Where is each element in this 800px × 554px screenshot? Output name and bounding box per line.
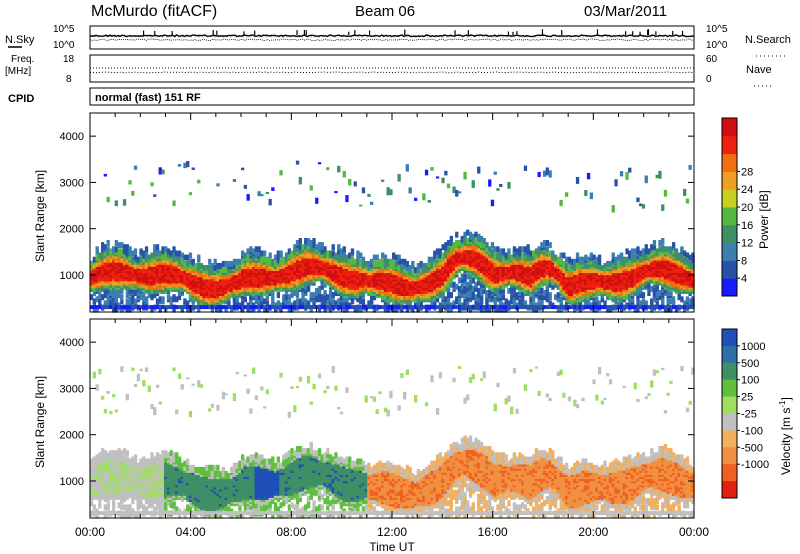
vel-axes-ytick-3: 4000 xyxy=(60,337,84,349)
power-axes-ytick-3: 4000 xyxy=(60,131,84,143)
vel-cbar-tick-6: -500 xyxy=(741,442,763,454)
vel-cbar-tick-4: -25 xyxy=(741,409,757,421)
velocity-panel: 1000 2000 3000 4000 00:00 04:00 08:00 12:00 16:0… xyxy=(33,318,793,554)
nsky-tick-top: 10^5 xyxy=(53,24,75,35)
vel-cbar-tick-2: 100 xyxy=(741,375,759,387)
velocity-heatmap xyxy=(90,366,695,519)
power-panel: 1000 2000 3000 4000 Slant Range [km] 4 8 12 16… xyxy=(33,112,771,313)
vel-axes-ytick-2: 3000 xyxy=(60,383,84,395)
velocity-colorbar-label: Velocity [m s-1] xyxy=(778,397,793,475)
nsearch-tick-bottom: 10^0 xyxy=(706,40,728,51)
x-tick-3: 12:00 xyxy=(377,525,407,539)
power-cbar-tick-6: 28 xyxy=(741,166,753,178)
power-colorbar: 4 8 12 16 20 24 28 xyxy=(721,117,753,297)
vel-cbar-tick-1: 500 xyxy=(741,358,759,370)
nave-tick-bottom: 0 xyxy=(706,74,712,85)
velocity-ylabel: Slant Range [km] xyxy=(33,376,47,468)
vel-cbar-tick-7: -1000 xyxy=(741,459,769,471)
freq-tick-bottom: 8 xyxy=(66,74,72,85)
x-tick-2: 08:00 xyxy=(276,525,306,539)
date-title: 03/Mar/2011 xyxy=(584,3,667,20)
nsky-tick-bottom: 10^0 xyxy=(53,40,75,51)
vel-cbar-tick-5: -100 xyxy=(741,425,763,437)
cpid-value: normal (fast) 151 RF xyxy=(95,92,201,104)
nave-label: Nave xyxy=(746,64,772,76)
nsearch-label: N.Search xyxy=(745,34,791,46)
freq-tick-top: 18 xyxy=(63,54,75,65)
power-cbar-tick-4: 20 xyxy=(741,202,753,214)
vel-axes-ytick-0: 1000 xyxy=(60,476,84,488)
noise-traces xyxy=(89,29,695,41)
power-ylabel: Slant Range [km] xyxy=(33,170,47,262)
power-axes-ytick-1: 2000 xyxy=(60,224,84,236)
beam-title: Beam 06 xyxy=(355,3,415,20)
freq-label: Freq. xyxy=(11,54,34,65)
freq-traces xyxy=(89,67,694,74)
vel-axes-ytick-1: 2000 xyxy=(60,430,84,442)
power-cbar-tick-2: 12 xyxy=(741,238,753,250)
nsearch-tick-top: 10^5 xyxy=(706,24,728,35)
power-cbar-tick-0: 4 xyxy=(741,273,747,285)
cpid-row: CPID normal (fast) 151 RF xyxy=(8,87,695,106)
x-axis-label: Time UT xyxy=(369,540,415,554)
freq-panel: Freq. [MHz] 18 8 60 0 Nave xyxy=(5,54,772,87)
freq-unit: [MHz] xyxy=(5,66,31,77)
x-tick-5: 20:00 xyxy=(578,525,608,539)
power-heatmap xyxy=(90,160,695,313)
x-tick-6: 00:00 xyxy=(679,525,709,539)
power-colorbar-label: Power [dB] xyxy=(757,190,771,249)
vel-cbar-tick-3: 25 xyxy=(741,392,753,404)
power-axes-ytick-0: 1000 xyxy=(60,270,84,282)
power-cbar-tick-5: 24 xyxy=(741,184,753,196)
x-tick-1: 04:00 xyxy=(176,525,206,539)
cpid-label: CPID xyxy=(8,93,34,105)
nave-tick-top: 60 xyxy=(706,54,718,65)
station-title: McMurdo (fitACF) xyxy=(91,3,217,20)
nsky-label: N.Sky xyxy=(5,34,35,46)
x-tick-0: 00:00 xyxy=(75,525,105,539)
x-tick-4: 16:00 xyxy=(478,525,508,539)
power-axes-ytick-2: 3000 xyxy=(60,177,84,189)
vel-cbar-tick-0: 1000 xyxy=(741,341,765,353)
noise-panel: N.Sky 10^5 10^0 10^5 10^0 N.Search xyxy=(5,24,791,57)
power-cbar-tick-3: 16 xyxy=(741,220,753,232)
velocity-colorbar: 1000 500 100 25 -25 -100 -500 -1000 xyxy=(721,328,769,499)
power-cbar-tick-1: 8 xyxy=(741,255,747,267)
